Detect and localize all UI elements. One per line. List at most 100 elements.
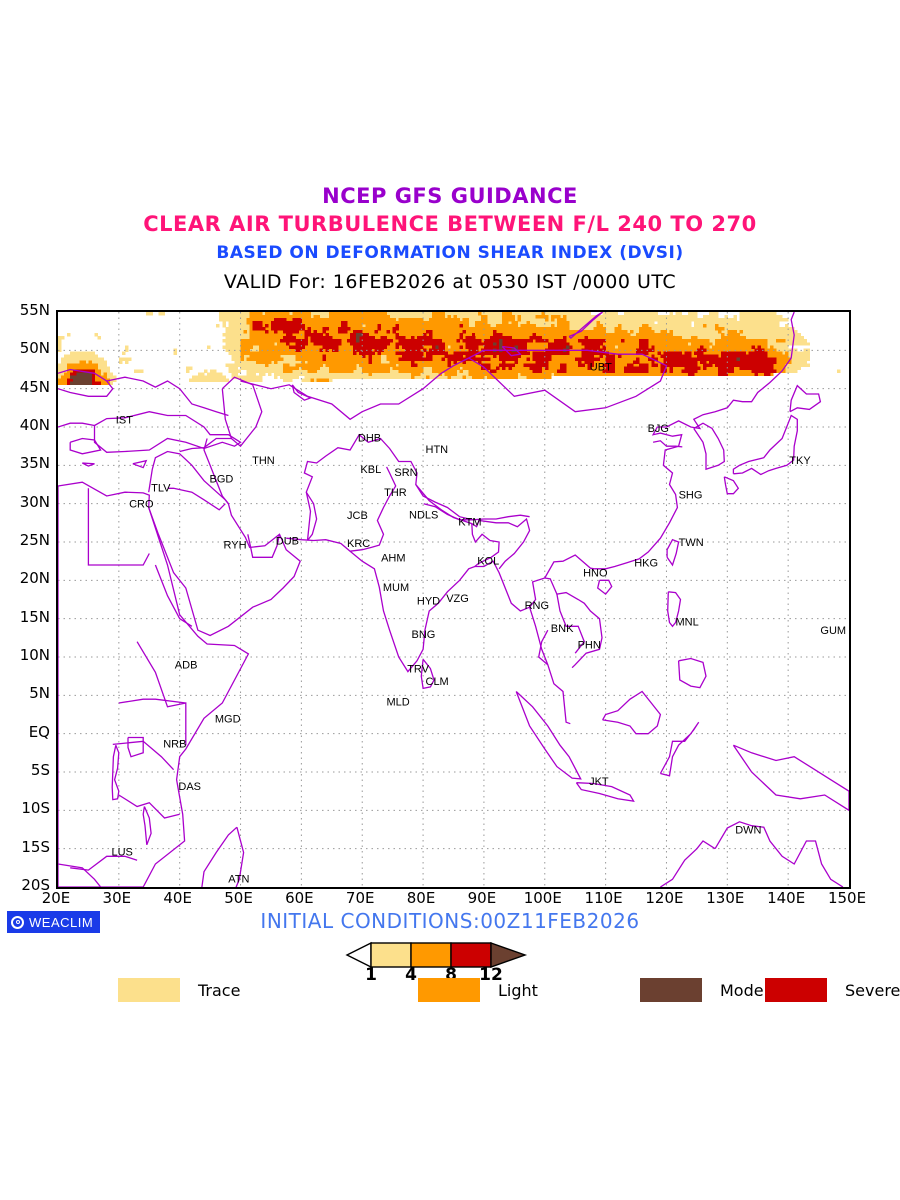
coastline-segment — [167, 487, 226, 511]
lon-tick-40E: 40E — [163, 889, 192, 907]
coastline-segment — [201, 826, 245, 887]
city-label-tlv: TLV — [151, 483, 171, 495]
coastline-segment — [142, 806, 152, 846]
coastline-segment — [221, 376, 263, 448]
city-label-ubt: UBT — [590, 361, 612, 373]
coastline-segment — [423, 503, 472, 521]
city-label-ahm: AHM — [381, 552, 405, 564]
lat-tick-5S: 5S — [30, 761, 50, 779]
coastline-segment — [677, 657, 707, 689]
city-label-rng: RNG — [525, 600, 549, 612]
coastline-segment — [58, 368, 114, 397]
coastline-segment — [240, 357, 469, 421]
coastline-segment — [575, 782, 635, 802]
coastline-segment — [118, 794, 180, 819]
severity-legend: Trace Light Moderate Severe — [0, 978, 900, 1008]
city-label-ndls: NDLS — [409, 509, 438, 521]
coastline-segment — [515, 691, 582, 780]
coastline-segment — [596, 579, 613, 596]
city-label-jcb: JCB — [347, 510, 368, 522]
coastline-segment — [415, 484, 530, 521]
coastline-segment — [247, 534, 281, 558]
coastline-segment — [350, 466, 397, 552]
coastline-segment — [286, 537, 571, 725]
coastline-segment — [468, 349, 668, 413]
lon-tick-50E: 50E — [224, 889, 253, 907]
city-label-mum: MUM — [383, 582, 409, 594]
coastline-segment — [667, 591, 682, 628]
coastline-segment — [693, 422, 725, 471]
coastline-segment — [556, 593, 586, 654]
coastline-segment — [132, 459, 148, 469]
coastline-segment — [69, 437, 102, 455]
coastline-segment — [148, 450, 301, 637]
coastline-segment — [660, 840, 716, 887]
lat-tick-10S: 10S — [21, 799, 50, 818]
coastline-segment — [732, 414, 798, 476]
turbulence-map[interactable]: IST CRO TLV BGD THN RYH DUB KBL DHB HTN SRN THR JCB N… — [56, 310, 851, 889]
coastline-segment — [714, 821, 844, 887]
city-label-bnk: BNK — [551, 623, 574, 635]
legend-item-severe: Severe — [765, 978, 900, 1002]
coastline-segment — [305, 491, 318, 541]
coastline-segment — [420, 658, 435, 690]
city-label-bng: BNG — [412, 629, 436, 641]
cat-layer-s — [67, 318, 777, 386]
title-line-1: NCEP GFS GUIDANCE — [322, 184, 578, 208]
coastline-segment — [501, 345, 522, 357]
colorbar-segment-0 — [370, 942, 412, 968]
coastline-segment — [58, 481, 250, 887]
coastline-segment — [106, 376, 229, 417]
lon-tick-80E: 80E — [406, 889, 436, 907]
city-label-ktm: KTM — [458, 516, 481, 528]
coastline-segment — [154, 564, 193, 627]
coastline-segment — [666, 538, 680, 567]
coastline-segment — [127, 736, 144, 758]
legend-item-light: Light — [418, 978, 538, 1002]
city-label-cro: CRO — [129, 499, 154, 511]
lat-tick-15N: 15N — [19, 607, 50, 626]
lon-tick-120E: 120E — [645, 889, 684, 907]
city-label-nrb: NRB — [163, 739, 186, 751]
city-label-vzg: VZG — [446, 593, 469, 605]
city-label-das: DAS — [178, 781, 201, 793]
city-label-srn: SRN — [394, 467, 417, 479]
city-label-clm: CLM — [426, 676, 449, 688]
legend-item-trace: Trace — [118, 978, 240, 1002]
lon-tick-130E: 130E — [706, 889, 745, 907]
copyright-circle-icon — [11, 915, 24, 929]
legend-swatch-severe — [765, 978, 827, 1002]
lat-tick-35N: 35N — [19, 454, 50, 473]
coastline-segment — [789, 384, 822, 413]
lon-tick-150E: 150E — [827, 889, 867, 907]
coastline-segment — [303, 433, 531, 570]
city-label-bjg: BJG — [648, 423, 669, 435]
lat-tick-30N: 30N — [19, 492, 50, 511]
city-label-phn: PHN — [578, 640, 601, 652]
lon-tick-100E: 100E — [523, 889, 562, 907]
city-label-mnl: MNL — [676, 617, 699, 629]
coastline-segment — [471, 523, 500, 567]
coastline-segment — [537, 629, 549, 666]
coastline-segment — [529, 554, 595, 608]
map-canvas: IST CRO TLV BGD THN RYH DUB KBL DHB HTN SRN THR JCB N… — [58, 312, 849, 887]
lon-tick-60E: 60E — [285, 889, 314, 907]
lat-tick-20S: 20S — [21, 876, 50, 894]
legend-swatch-trace — [118, 978, 180, 1002]
colorbar-segment-1 — [410, 942, 452, 968]
colorbar-svg — [345, 941, 528, 969]
lon-tick-110E: 110E — [584, 889, 623, 907]
title-block: NCEP GFS GUIDANCE CLEAR AIR TURBULENCE B… — [0, 183, 900, 297]
coastline-segment — [732, 744, 849, 812]
city-label-ist: IST — [116, 414, 133, 426]
coastline-segment — [652, 440, 683, 448]
coastline-segment — [82, 462, 95, 467]
coastline-segment — [70, 855, 138, 871]
title-line-2: CLEAR AIR TURBULENCE BETWEEN F/L 240 TO … — [143, 212, 757, 236]
lat-tick-20N: 20N — [19, 569, 50, 588]
colorbar-segment-2 — [450, 942, 492, 968]
colorbar-ticks: 1 4 8 12 — [345, 962, 561, 986]
title-line-3: BASED ON DEFORMATION SHEAR INDEX (DVSI) — [216, 243, 684, 263]
city-label-kbl: KBL — [360, 464, 381, 476]
lon-tick-140E: 140E — [767, 889, 806, 907]
